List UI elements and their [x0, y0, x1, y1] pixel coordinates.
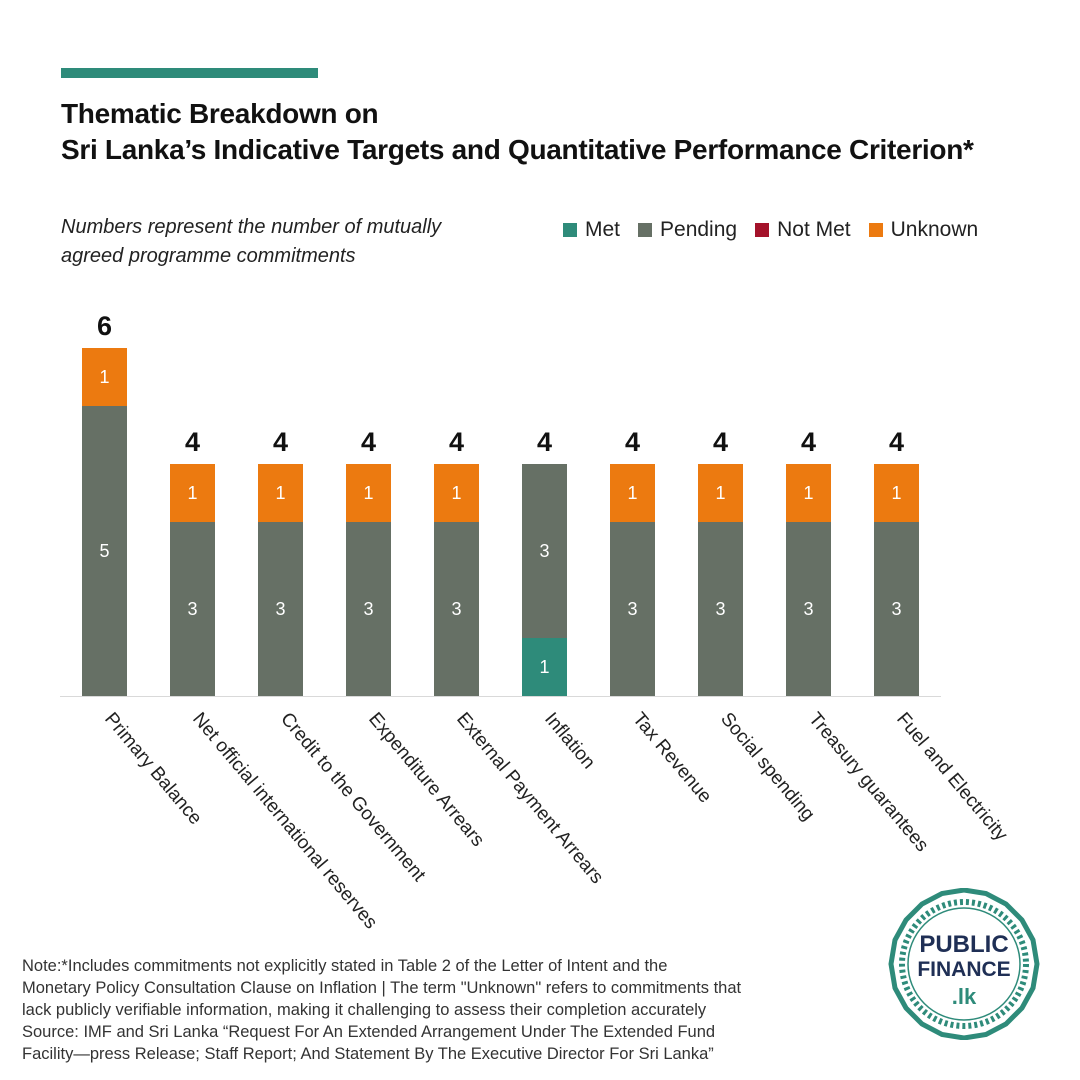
subtitle-line-2: agreed programme commitments [61, 245, 356, 267]
accent-bar [61, 68, 318, 78]
bar-total-label: 4 [537, 427, 552, 457]
bar-segment [698, 522, 743, 696]
bar-segment [522, 638, 567, 696]
legend-swatch-unknown [868, 223, 883, 237]
source-line-2: Facility—press Release; Staff Report; An… [22, 1045, 714, 1063]
segment-value-label: 3 [627, 599, 637, 619]
legend-item-pending: Pending [638, 218, 737, 242]
bar-total-label: 4 [889, 427, 904, 457]
segment-value-label: 3 [187, 599, 197, 619]
bar-segment [786, 522, 831, 696]
bar-segment [874, 464, 919, 522]
bar-total-label: 4 [185, 427, 200, 457]
title-line-1: Thematic Breakdown on [61, 98, 379, 129]
x-tick-label: External Payment Arrears [452, 709, 607, 888]
logo-text-public: PUBLIC [919, 931, 1008, 958]
bar-total-label: 4 [449, 427, 464, 457]
legend-swatch-pending [638, 223, 653, 237]
bar-segment [786, 464, 831, 522]
chart-subtitle: Numbers represent the number of mutually… [61, 213, 441, 271]
logo-inner-circle [907, 907, 1021, 1021]
segment-value-label: 3 [715, 599, 725, 619]
segment-value-label: 3 [803, 599, 813, 619]
segment-value-label: 5 [99, 541, 109, 561]
title-line-2: Sri Lanka’s Indicative Targets and Quant… [61, 134, 974, 165]
x-tick-label: Social spending [716, 709, 818, 825]
segment-value-label: 3 [451, 599, 461, 619]
x-tick-label: Inflation [540, 709, 599, 773]
segment-value-label: 1 [275, 483, 285, 503]
legend-item-not-met: Not Met [755, 218, 851, 242]
source-line-1: Source: IMF and Sri Lanka “Request For A… [22, 1023, 716, 1041]
bar-total-label: 4 [361, 427, 376, 457]
segment-value-label: 1 [451, 483, 461, 503]
legend: Met Pending Not Met Unknown [563, 218, 978, 242]
note-line-1: Note:*Includes commitments not explicitl… [22, 957, 668, 975]
segment-value-label: 1 [627, 483, 637, 503]
bar-segment [346, 522, 391, 696]
segment-value-label: 1 [99, 367, 109, 387]
legend-item-unknown: Unknown [868, 218, 979, 242]
legend-item-met: Met [563, 218, 620, 242]
segment-value-label: 1 [891, 483, 901, 503]
logo-text-finance: FINANCE [917, 958, 1010, 981]
legend-swatch-not-met [755, 223, 770, 237]
bar-segment [170, 464, 215, 522]
subtitle-line-1: Numbers represent the number of mutually [61, 216, 442, 238]
bar-segment [874, 522, 919, 696]
logo-text-lk: .lk [952, 984, 977, 1009]
legend-label-not-met: Not Met [777, 218, 851, 241]
segment-value-label: 3 [891, 599, 901, 619]
logo-pattern-ring [899, 899, 1029, 1029]
bar-segment [82, 406, 127, 696]
segment-value-label: 3 [539, 541, 549, 561]
public-finance-logo: PUBLIC FINANCE .lk [888, 888, 1040, 1040]
segment-value-label: 3 [363, 599, 373, 619]
x-tick-label: Net official international reserves [188, 709, 381, 933]
bar-segment [346, 464, 391, 522]
legend-label-unknown: Unknown [890, 218, 979, 241]
segment-value-label: 1 [715, 483, 725, 503]
bar-segment [82, 348, 127, 406]
bar-total-label: 4 [713, 427, 728, 457]
bar-segment [434, 522, 479, 696]
segment-value-label: 1 [803, 483, 813, 503]
note-line-3: lack publicly verifiable information, ma… [22, 1001, 707, 1019]
bar-segment [258, 464, 303, 522]
bar-total-label: 6 [97, 311, 112, 341]
legend-label-met: Met [585, 218, 621, 241]
bar-segment [522, 464, 567, 638]
note-line-2: Monetary Policy Consultation Clause on I… [22, 979, 742, 997]
legend-swatch-met [563, 223, 577, 237]
bar-segment [610, 522, 655, 696]
bar-segment [610, 464, 655, 522]
bar-total-label: 4 [625, 427, 640, 457]
segment-value-label: 3 [275, 599, 285, 619]
chart-title: Thematic Breakdown on Sri Lanka’s Indica… [61, 96, 974, 168]
bar-segment [434, 464, 479, 522]
segment-value-label: 1 [363, 483, 373, 503]
legend-label-pending: Pending [660, 218, 738, 241]
x-tick-label: Primary Balance [100, 709, 206, 829]
footnote: Note:*Includes commitments not explicitl… [22, 955, 822, 1065]
bar-total-label: 4 [273, 427, 288, 457]
bar-segment [698, 464, 743, 522]
bar-segment [258, 522, 303, 696]
bar-total-label: 4 [801, 427, 816, 457]
bar-segment [170, 522, 215, 696]
segment-value-label: 1 [539, 657, 549, 677]
segment-value-label: 1 [187, 483, 197, 503]
stacked-bar-chart: 5 1 6 Primary Balance 3 1 4 Net official intern… [60, 311, 1012, 933]
x-tick-label: Credit to the Government [276, 709, 430, 886]
x-tick-label: Tax Revenue [628, 709, 715, 807]
